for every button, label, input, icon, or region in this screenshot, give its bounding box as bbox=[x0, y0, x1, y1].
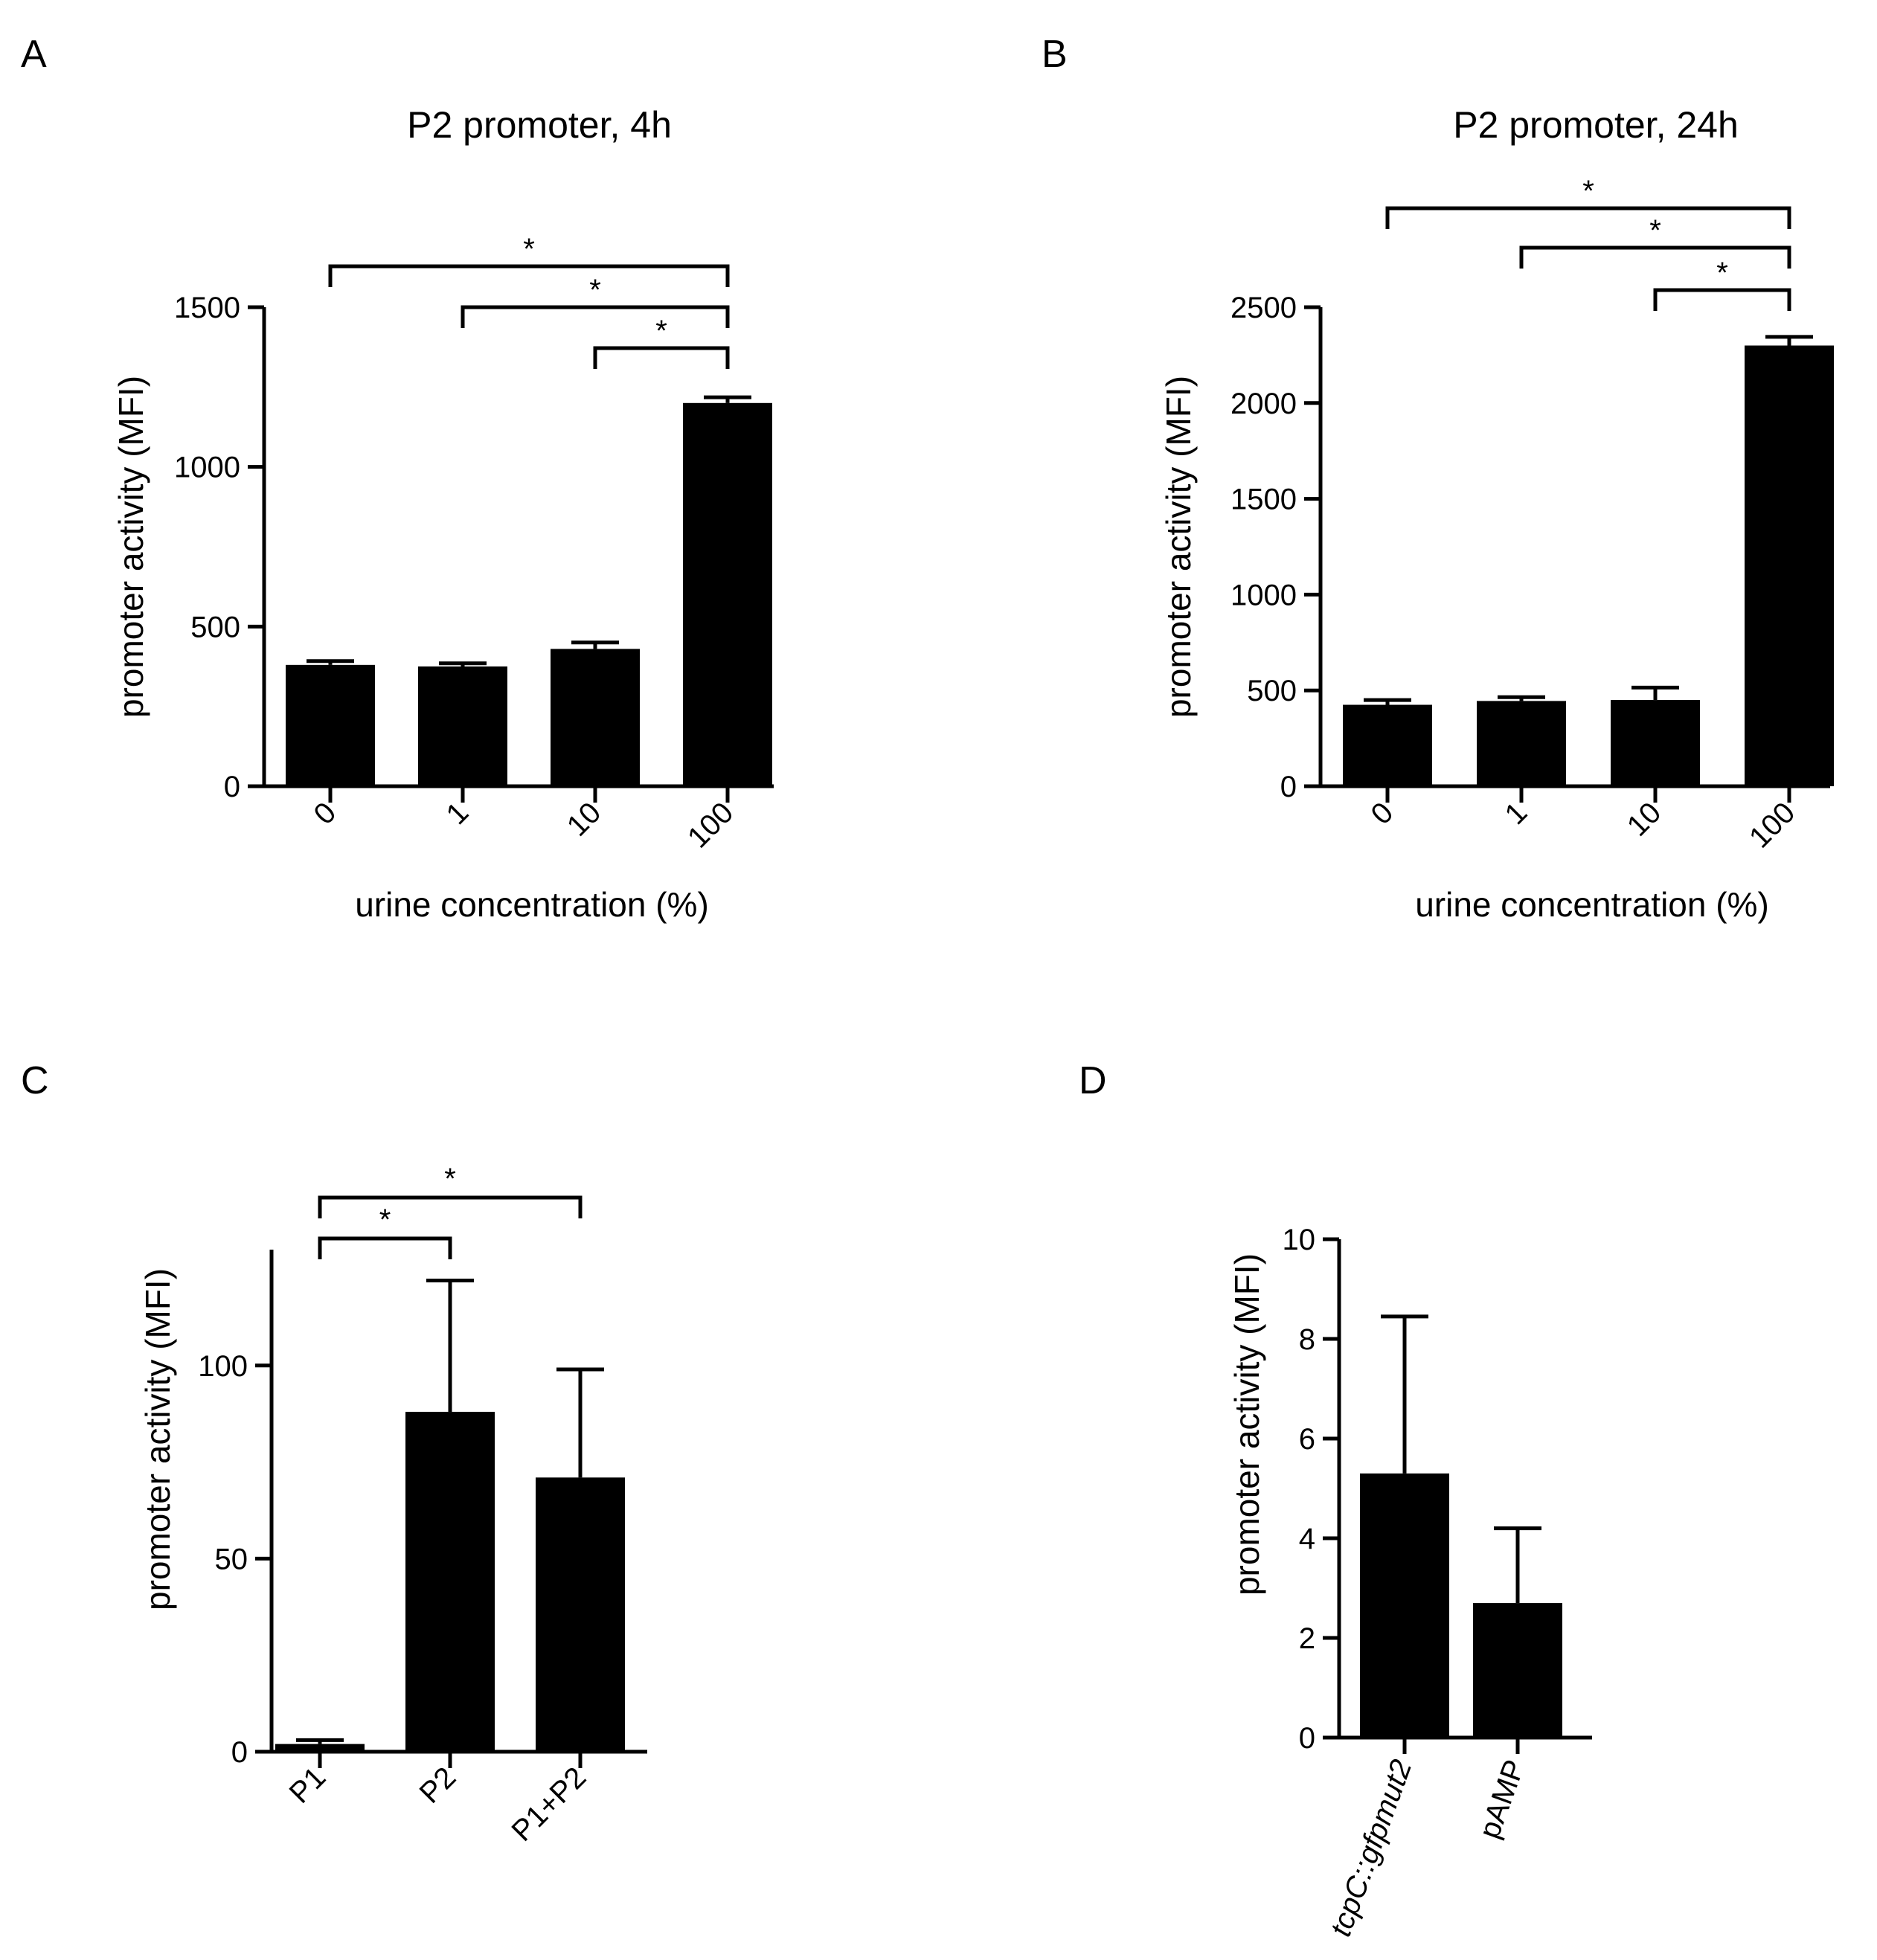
y-tick-label: 2000 bbox=[1231, 388, 1297, 420]
bar bbox=[536, 1477, 625, 1752]
x-tick-label: P1 bbox=[283, 1761, 333, 1810]
significance-star: * bbox=[523, 233, 535, 266]
panel-letter: A bbox=[21, 33, 47, 76]
y-tick-label: 10 bbox=[1283, 1224, 1316, 1256]
significance-bracket bbox=[318, 1236, 452, 1259]
y-tick-label: 1500 bbox=[1231, 483, 1297, 516]
panel-letter: B bbox=[1042, 33, 1068, 76]
bar bbox=[1473, 1603, 1562, 1738]
panel-letter: D bbox=[1079, 1059, 1107, 1102]
x-tick-label: 100 bbox=[1743, 796, 1801, 854]
significance-star: * bbox=[379, 1204, 391, 1236]
bar bbox=[405, 1412, 495, 1752]
y-tick-label: 0 bbox=[1280, 771, 1297, 803]
y-tick-label: 1000 bbox=[174, 452, 240, 484]
bar bbox=[286, 664, 375, 786]
y-tick-label: 2500 bbox=[1231, 292, 1297, 324]
significance-star: * bbox=[1716, 257, 1728, 289]
significance-star: * bbox=[444, 1163, 456, 1195]
chart-title: P2 promoter, 4h bbox=[407, 104, 672, 146]
significance-star: * bbox=[1649, 214, 1661, 247]
y-tick-label: 100 bbox=[198, 1350, 248, 1383]
x-tick-label: P2 bbox=[414, 1761, 463, 1810]
x-tick-label: 0 bbox=[1365, 796, 1400, 831]
x-tick-label: 0 bbox=[308, 796, 343, 831]
bar bbox=[1343, 704, 1432, 786]
y-tick-label: 500 bbox=[190, 611, 240, 643]
y-tick-label: 6 bbox=[1299, 1423, 1315, 1456]
bar bbox=[1611, 700, 1700, 786]
bar bbox=[551, 649, 640, 786]
y-tick-label: 8 bbox=[1299, 1323, 1315, 1356]
y-axis-label: promoter activity (MFI) bbox=[112, 376, 150, 718]
bar bbox=[1477, 701, 1566, 786]
bar bbox=[683, 402, 772, 786]
significance-bracket bbox=[593, 346, 730, 369]
y-axis-label: promoter activity (MFI) bbox=[1228, 1253, 1266, 1596]
x-tick-label: 1 bbox=[440, 796, 475, 831]
bar bbox=[1745, 345, 1834, 786]
panel-a: A P2 promoter, 4h 0 500 1000 1500 0 1 10 100 urine… bbox=[21, 33, 774, 924]
x-tick-label: 100 bbox=[681, 796, 739, 854]
x-tick-label: tcpC::gfpmut2 bbox=[1324, 1755, 1419, 1941]
bar bbox=[418, 666, 507, 786]
x-axis-label: urine concentration (%) bbox=[355, 885, 709, 924]
x-tick-label: 1 bbox=[1499, 796, 1534, 831]
panel-c: C 0 50 100 P1 P2 P1+P2 promoter activity (MFI) *… bbox=[21, 1059, 647, 1848]
x-tick-label: 10 bbox=[561, 796, 608, 843]
significance-bracket bbox=[328, 264, 730, 287]
bar bbox=[1360, 1473, 1449, 1738]
significance-star: * bbox=[655, 315, 667, 347]
chart-title: P2 promoter, 24h bbox=[1453, 104, 1739, 146]
significance-bracket bbox=[1385, 206, 1791, 229]
significance-star: * bbox=[589, 274, 601, 306]
significance-star: * bbox=[1582, 175, 1594, 208]
bar bbox=[275, 1744, 365, 1752]
significance-bracket bbox=[1519, 245, 1791, 269]
significance-bracket bbox=[1653, 288, 1791, 311]
x-tick-label: pAMP bbox=[1473, 1755, 1532, 1842]
y-tick-label: 0 bbox=[231, 1736, 248, 1769]
significance-bracket bbox=[461, 305, 730, 328]
y-tick-label: 2 bbox=[1299, 1622, 1315, 1655]
y-tick-label: 500 bbox=[1247, 675, 1297, 707]
y-tick-label: 1500 bbox=[174, 292, 240, 324]
significance-bracket bbox=[318, 1195, 583, 1218]
y-axis-label: promoter activity (MFI) bbox=[1159, 376, 1198, 718]
y-tick-label: 50 bbox=[215, 1543, 248, 1575]
y-axis-label: promoter activity (MFI) bbox=[138, 1268, 177, 1610]
y-tick-label: 4 bbox=[1299, 1523, 1315, 1555]
panel-letter: C bbox=[21, 1059, 49, 1102]
x-axis-label: urine concentration (%) bbox=[1415, 885, 1769, 924]
y-tick-label: 1000 bbox=[1231, 579, 1297, 611]
y-tick-label: 0 bbox=[224, 771, 240, 803]
x-tick-label: 10 bbox=[1621, 796, 1668, 843]
panel-b: B P2 promoter, 24h 0 500 1000 1500 2000 2500 0 1 1… bbox=[1042, 33, 1834, 924]
x-tick-label: P1+P2 bbox=[506, 1761, 593, 1848]
y-tick-label: 0 bbox=[1299, 1722, 1315, 1755]
